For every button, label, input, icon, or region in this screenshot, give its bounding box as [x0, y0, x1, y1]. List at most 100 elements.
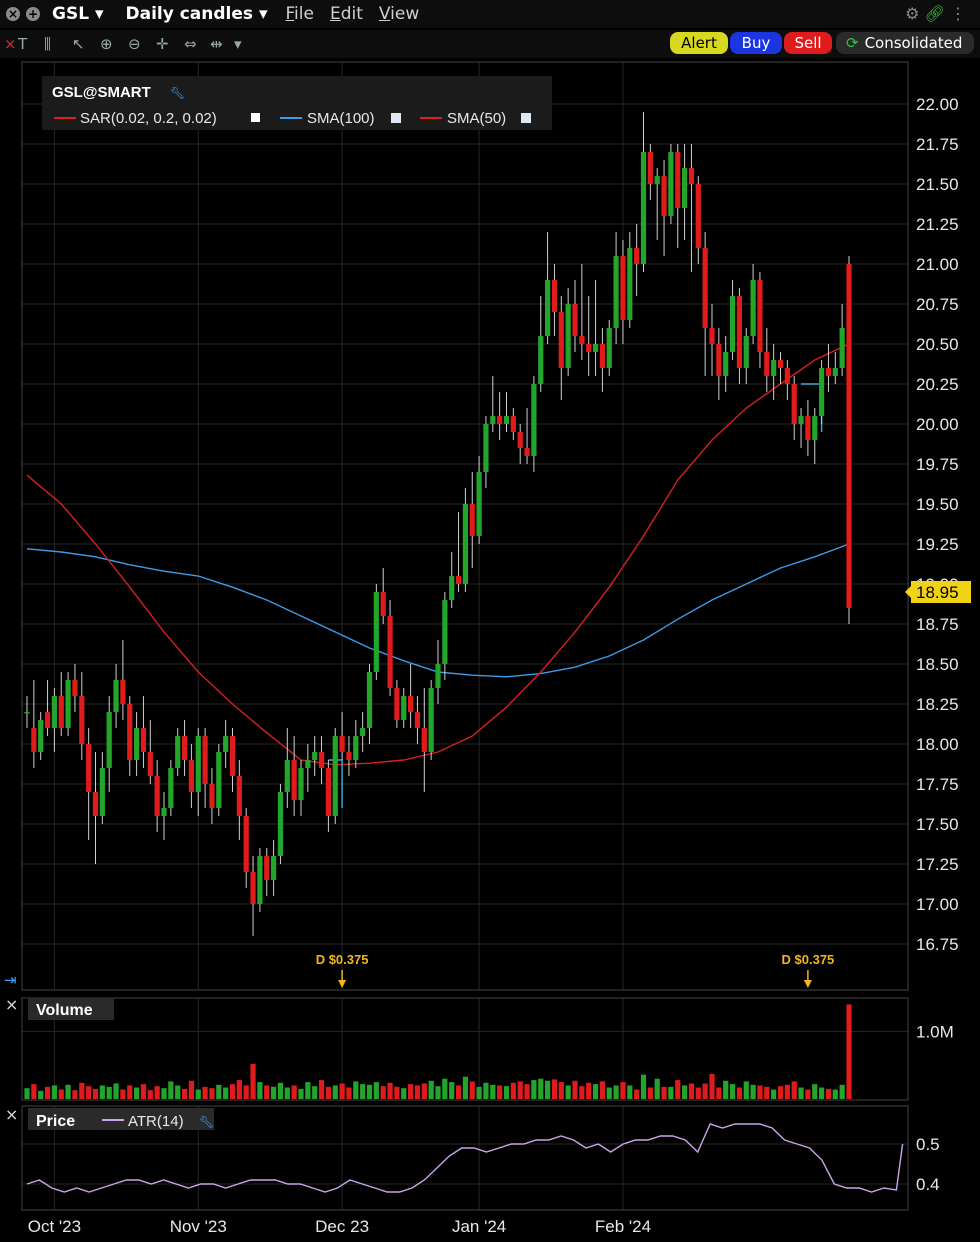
candle-body: [558, 312, 564, 368]
menu-file[interactable]: File: [285, 4, 313, 24]
candle-body: [380, 592, 386, 616]
candle-body: [134, 728, 140, 760]
chevron-down-icon[interactable]: ▾: [234, 35, 242, 53]
buy-button[interactable]: Buy: [730, 32, 782, 54]
volume-bar: [545, 1080, 551, 1099]
candle-body: [613, 256, 619, 328]
crosshair-icon[interactable]: ✛: [156, 35, 169, 53]
gear-icon[interactable]: ⚙: [905, 4, 920, 23]
sar-marker: [801, 383, 823, 432]
candle-body: [483, 424, 489, 472]
candle-body: [592, 344, 599, 352]
volume-bar: [497, 1085, 503, 1099]
volume-bar: [517, 1081, 523, 1099]
time-tick-label: Oct '23: [28, 1217, 81, 1236]
candle-body: [305, 760, 311, 768]
chart-type-selector[interactable]: Daily candles ▾: [125, 4, 268, 24]
volume-bar: [181, 1088, 188, 1099]
candle-body: [250, 872, 256, 904]
volume-bar: [606, 1087, 612, 1099]
volume-bar: [58, 1089, 64, 1099]
legend-sma50-checkbox[interactable]: [521, 113, 531, 123]
text-tool-icon[interactable]: T: [18, 35, 28, 53]
volume-bar: [99, 1085, 105, 1099]
price-tick-label: 18.75: [916, 615, 959, 634]
volume-bar: [757, 1085, 763, 1099]
consolidated-button[interactable]: ⟳ Consolidated: [836, 32, 974, 54]
expand-icon[interactable]: ⇹: [210, 35, 223, 53]
zoom-in-icon[interactable]: ⊕: [100, 35, 113, 53]
volume-bar: [716, 1087, 722, 1099]
candle-body: [729, 296, 736, 352]
volume-bar: [791, 1081, 797, 1099]
menu-edit[interactable]: Edit: [330, 4, 363, 24]
volume-bar: [709, 1073, 715, 1099]
dividend-arrow-head: [803, 980, 812, 988]
dividend-arrow-head: [338, 980, 347, 988]
volume-bar: [387, 1082, 393, 1099]
candle-body: [92, 792, 99, 816]
legend-sar-checkbox[interactable]: [251, 113, 260, 122]
candle-body: [99, 768, 105, 816]
candle-body: [469, 504, 475, 536]
time-tick-label: Dec 23: [315, 1217, 369, 1236]
close-icon[interactable]: ×: [4, 35, 17, 53]
volume-bar: [825, 1088, 832, 1099]
candle-body: [476, 472, 482, 536]
legend-title: GSL@SMART: [52, 84, 151, 101]
volume-bar: [401, 1088, 407, 1099]
candle-body: [846, 264, 852, 608]
symbol-selector[interactable]: GSL ▾: [52, 4, 104, 24]
alert-button[interactable]: Alert: [670, 32, 728, 54]
more-icon[interactable]: ⋮: [950, 4, 966, 23]
pan-icon[interactable]: ⇔: [184, 35, 197, 53]
atr-wrench-icon[interactable]: 🔧︎: [199, 1115, 214, 1129]
candle-body: [634, 248, 640, 264]
candle-body: [147, 752, 153, 776]
candle-body: [154, 776, 160, 816]
candle-body: [449, 576, 455, 600]
legend-wrench-icon[interactable]: 🔧︎: [170, 86, 185, 100]
volume-bar: [92, 1088, 99, 1099]
volume-bar: [216, 1084, 222, 1099]
candle-body: [764, 352, 770, 376]
candle-body: [168, 768, 174, 808]
volume-bar: [106, 1086, 112, 1099]
candle-body: [832, 368, 838, 376]
close-atr-panel-icon[interactable]: ×: [5, 1105, 18, 1124]
volume-bar: [599, 1081, 605, 1099]
time-tick-label: Nov '23: [170, 1217, 227, 1236]
candle-body: [161, 808, 167, 816]
price-tick-label: 19.75: [916, 455, 959, 474]
volume-bar: [175, 1085, 181, 1099]
chart-area[interactable]: D $0.375 D $0.375 16.75 17.00 17.25 17.50 17.…: [0, 58, 980, 1242]
close-volume-panel-icon[interactable]: ×: [5, 995, 18, 1014]
expand-panel-icon[interactable]: ⇥: [4, 971, 17, 989]
menu-view[interactable]: View: [379, 4, 419, 24]
last-price-pointer: [905, 585, 912, 599]
volume-bar: [702, 1083, 708, 1099]
zoom-out-icon[interactable]: ⊖: [128, 35, 141, 53]
bars-tool-icon[interactable]: ⫼: [44, 35, 51, 53]
candle-body: [44, 712, 51, 728]
volume-bar: [154, 1086, 160, 1099]
candle-body: [688, 168, 695, 184]
legend-sma100-checkbox[interactable]: [391, 113, 401, 123]
sell-button[interactable]: Sell: [784, 32, 832, 54]
legend-box: GSL@SMART 🔧︎ SAR(0.02, 0.2, 0.02) SMA(10…: [42, 76, 552, 130]
volume-bar: [805, 1089, 811, 1099]
volume-bar: [291, 1085, 297, 1099]
window-tools: ⚙ 🔗︎ ⋮: [905, 4, 966, 23]
cursor-tool-icon[interactable]: ↖: [72, 35, 85, 53]
price-tick-label: 17.25: [916, 855, 959, 874]
close-window-icon[interactable]: ×: [6, 7, 20, 21]
link-icon[interactable]: 🔗︎: [924, 4, 945, 23]
volume-bar: [421, 1083, 427, 1099]
time-tick-label: Jan '24: [452, 1217, 506, 1236]
candle-body: [551, 280, 558, 312]
candle-body: [140, 728, 147, 752]
add-window-icon[interactable]: +: [26, 7, 40, 21]
volume-bar: [490, 1084, 496, 1099]
volume-bar: [312, 1086, 318, 1099]
candle-body: [394, 688, 400, 720]
